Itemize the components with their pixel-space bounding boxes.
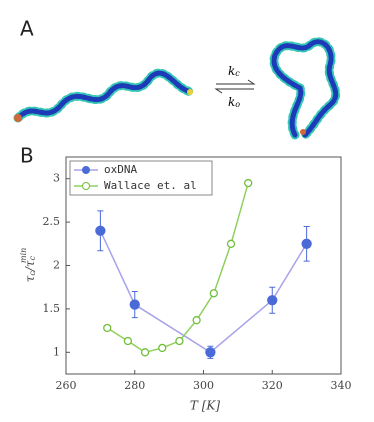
panel-label: A [20,17,34,41]
panel-label: B [20,144,34,168]
data-point [205,347,216,358]
rate-constant: ko [228,95,240,110]
rate-symbol: k [228,64,235,78]
y-tick-label: 1 [53,345,60,358]
data-point [226,239,236,248]
rate-subscript: o [235,100,240,109]
data-point [209,289,218,298]
y-tick-label: 2.5 [43,215,61,228]
data-point [103,323,112,333]
data-point [301,238,312,249]
x-tick-label: 280 [124,379,145,392]
data-point [95,225,106,236]
series-line [106,182,249,354]
data-point [192,316,201,325]
legend-label: oxDNA [104,163,137,176]
y-label-part: /τ [23,260,37,272]
rate-constant: kc [228,64,240,79]
data-point [123,336,133,346]
y-tick-label: 2 [53,259,60,272]
x-tick-label: 320 [262,379,283,392]
legend-marker [82,166,90,174]
molecule-open [13,68,197,123]
y-tick-label: 3 [53,172,60,185]
data-point [267,295,278,306]
y-label-part: c [28,271,37,276]
data-point [244,178,253,188]
x-tick-label: 300 [193,379,214,392]
y-label-part: τ [23,275,37,282]
legend-box [69,160,213,196]
legend-label: Wallace et. al [104,179,197,192]
y-tick-label: 1.5 [43,302,61,315]
data-point [129,299,140,310]
molecule-closed [269,37,341,140]
series-line [99,230,308,354]
data-point [175,336,184,346]
x-axis-label: T [K] [190,399,220,413]
y-axis-label: τc/τcmin [19,248,37,283]
data-point [158,343,167,353]
legend-marker [82,182,90,190]
y-label-part: c [28,255,37,260]
rate-symbol: k [228,95,235,109]
x-tick-label: 260 [56,379,77,392]
x-tick-label: 340 [331,379,352,392]
equilibrium-arrows [214,79,256,94]
rate-subscript: c [235,69,240,78]
y-label-part: min [19,248,28,263]
data-point [140,348,150,357]
